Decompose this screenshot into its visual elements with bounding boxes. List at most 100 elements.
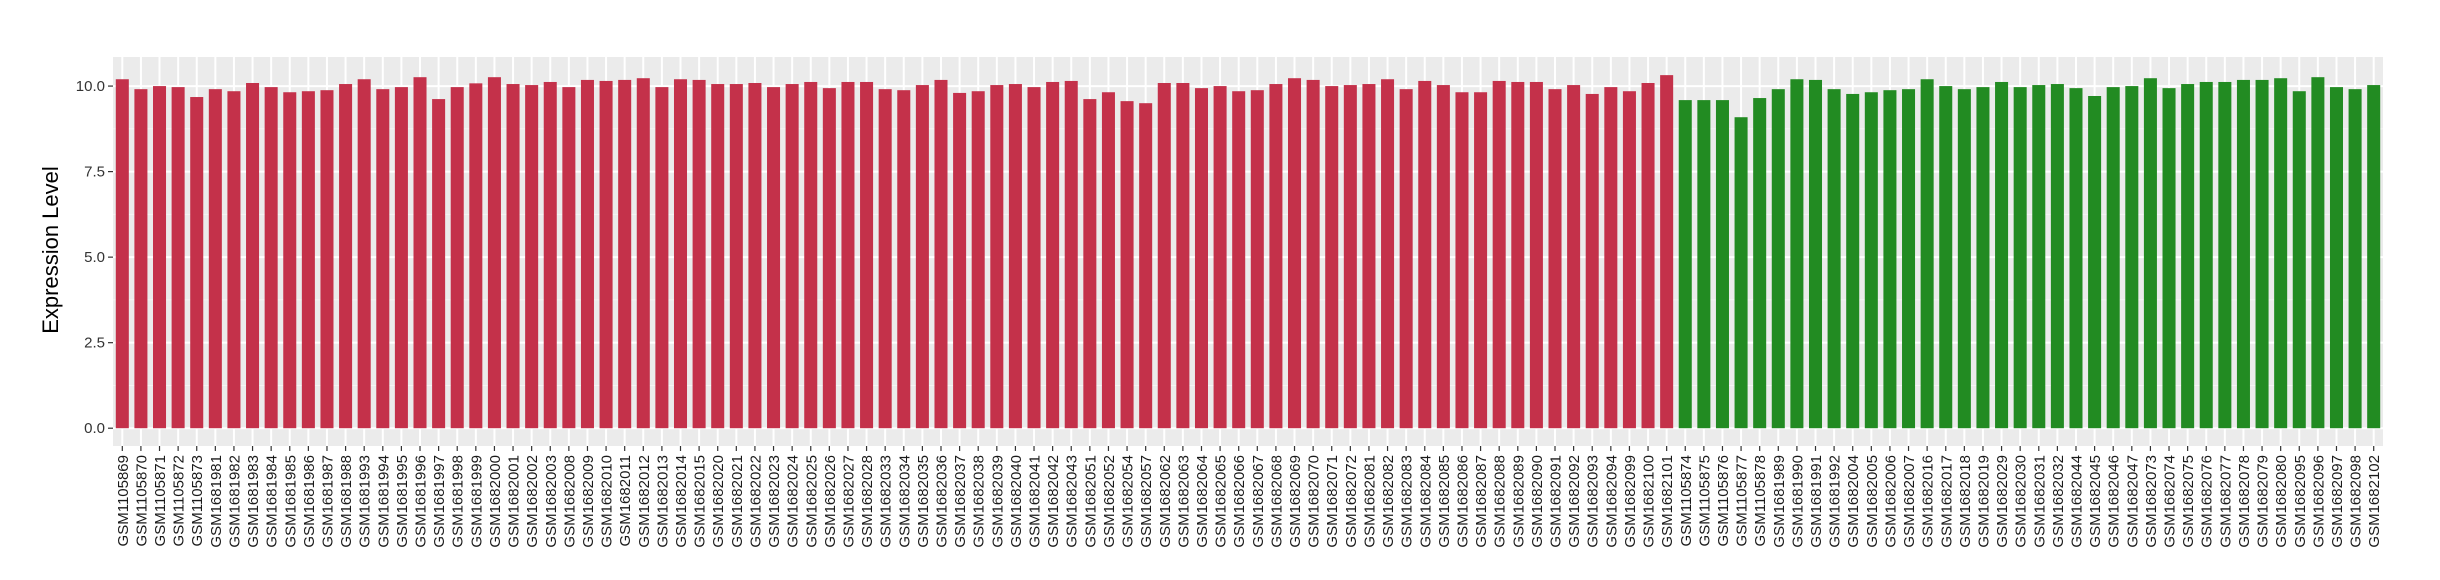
bar [1715,100,1729,429]
bar [1027,87,1041,429]
x-tick-label: GSM1682073 [2143,455,2160,548]
bar [692,79,706,429]
x-tick-label: GSM1682018 [1957,455,1974,548]
bar [2292,91,2306,429]
bar [1381,79,1395,429]
x-tick-label: GSM1681982 [226,455,243,548]
x-tick-label: GSM1682003 [543,455,560,548]
bar [1622,91,1636,429]
x-tick-label: GSM1682015 [692,455,709,548]
bar [283,92,297,429]
x-tick-label: GSM1682025 [803,455,820,548]
x-tick-label: GSM1682062 [1157,455,1174,548]
x-tick-label: GSM1682092 [1566,455,1583,548]
x-tick-label: GSM1682067 [1250,455,1267,548]
x-tick-label: GSM1682072 [1343,455,1360,548]
x-tick-label: GSM1681981 [208,455,225,548]
bar [413,77,427,429]
x-tick-label: GSM1681990 [1789,455,1806,548]
x-tick-label: GSM1105876 [1715,455,1732,546]
bar [487,77,501,429]
x-tick-label: GSM1682063 [1175,455,1192,548]
bar [990,85,1004,429]
bar [748,83,762,429]
x-tick-label: GSM1682082 [1380,455,1397,548]
bar [2088,96,2102,429]
bar [1529,81,1543,429]
bar [2125,86,2139,429]
x-tick-label: GSM1682026 [822,455,839,548]
bar [2069,88,2083,429]
x-tick-label: GSM1682079 [2255,455,2272,548]
x-tick-label: GSM1682064 [1194,455,1211,548]
bar [1678,100,1692,429]
x-tick-label: GSM1682030 [2013,455,2030,548]
x-tick-label: GSM1682102 [2366,455,2383,548]
bar [339,84,353,429]
bar [1957,89,1971,429]
x-tick-label: GSM1682085 [1436,455,1453,548]
x-tick-label: GSM1681985 [282,455,299,548]
bar [1194,88,1208,429]
bar [934,79,948,429]
bar [2329,87,2343,429]
bar [2143,78,2157,429]
x-tick-label: GSM1682029 [1994,455,2011,548]
x-tick-label: GSM1682069 [1287,455,1304,548]
bar [1046,81,1060,429]
x-axis: GSM1105869 GSM1105870 GSM1105871 GSM1105872… [115,446,2383,548]
bar [1213,86,1227,429]
x-tick-label: GSM1682066 [1231,455,1248,548]
bar [1902,89,1916,429]
x-tick-label: GSM1682017 [1938,455,1955,548]
bar [2032,85,2046,429]
bar [153,86,167,429]
x-tick-label: GSM1682081 [1361,455,1378,548]
bar [190,97,204,429]
bar [1976,87,1990,429]
x-tick-label: GSM1682097 [2329,455,2346,548]
bar [1697,100,1711,429]
x-tick-label: GSM1105875 [1696,455,1713,546]
bar [227,91,241,429]
bar [525,85,539,429]
x-tick-label: GSM1682042 [1045,455,1062,548]
bar [2181,84,2195,429]
x-tick-label: GSM1681984 [264,455,281,548]
bar [785,84,799,429]
x-tick-label: GSM1105871 [152,455,169,546]
bar [1343,85,1357,429]
x-tick-label: GSM1682038 [971,455,988,548]
bar [543,81,557,429]
bar [246,83,260,429]
x-tick-label: GSM1682075 [2180,455,2197,548]
x-tick-label: GSM1105877 [1734,455,1751,546]
bar [655,87,669,429]
bar [1306,79,1320,429]
bar [2106,87,2120,429]
x-tick-label: GSM1681983 [245,455,262,548]
x-tick-label: GSM1682084 [1417,455,1434,548]
x-tick-label: GSM1682094 [1603,455,1620,548]
x-tick-label: GSM1682101 [1659,455,1676,548]
y-tick-label: 10.0 [76,78,105,95]
bar [1864,92,1878,429]
bar [673,79,688,429]
x-tick-label: GSM1682036 [933,455,950,548]
x-tick-label: GSM1681988 [338,455,355,548]
x-tick-label: GSM1105874 [1678,455,1695,546]
bar [2348,89,2362,429]
x-tick-label: GSM1105870 [133,455,150,546]
bar [2367,85,2381,429]
bar [264,87,278,429]
x-tick-label: GSM1682004 [1845,455,1862,548]
bar [2218,81,2232,429]
bar [320,90,334,429]
x-tick-label: GSM1682074 [2162,455,2179,548]
y-axis-title: Expression Level [38,166,63,334]
y-tick-label: 0.0 [84,420,105,437]
bar [357,79,371,429]
bar [822,88,836,429]
x-tick-label: GSM1682090 [1529,455,1546,548]
x-tick-label: GSM1682011 [617,455,634,546]
